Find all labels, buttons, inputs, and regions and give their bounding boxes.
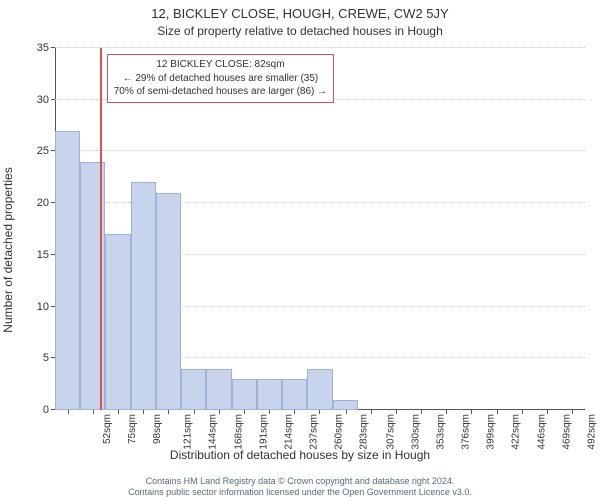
x-tick (68, 410, 69, 414)
histogram-bar (181, 369, 206, 410)
x-tick (522, 410, 523, 414)
x-tick-label: 446sqm (536, 414, 547, 450)
histogram-bar (206, 369, 231, 410)
histogram-bar (105, 234, 130, 410)
property-marker-line (100, 48, 102, 410)
x-tick-label: 98sqm (152, 414, 163, 444)
callout-line-3: 70% of semi-detached houses are larger (… (114, 85, 327, 99)
x-tick (269, 410, 270, 414)
x-axis-label: Distribution of detached houses by size … (0, 448, 600, 462)
x-tick-label: 307sqm (385, 414, 396, 450)
histogram-bar (307, 369, 332, 410)
x-tick-label: 260sqm (334, 414, 345, 450)
x-tick (421, 410, 422, 414)
histogram-bar (156, 193, 181, 410)
y-tick-label: 15 (37, 249, 55, 261)
x-tick-label: 330sqm (410, 414, 421, 450)
callout-line-2: ← 29% of detached houses are smaller (35… (114, 72, 327, 86)
x-tick-label: 121sqm (183, 414, 194, 450)
x-tick (471, 410, 472, 414)
callout-line-1: 12 BICKLEY CLOSE: 82sqm (114, 58, 327, 72)
histogram-bar (232, 379, 257, 410)
x-tick (93, 410, 94, 414)
x-tick (244, 410, 245, 414)
y-gridline (55, 47, 585, 48)
x-tick-label: 237sqm (309, 414, 320, 450)
callout-box: 12 BICKLEY CLOSE: 82sqm← 29% of detached… (107, 54, 334, 103)
x-tick-label: 353sqm (435, 414, 446, 450)
y-tick-label: 10 (37, 301, 55, 313)
x-tick (346, 410, 347, 414)
footer-attribution: Contains HM Land Registry data © Crown c… (0, 476, 600, 499)
x-tick (547, 410, 548, 414)
histogram-bar (131, 182, 156, 410)
x-tick-label: 376sqm (460, 414, 471, 450)
x-tick (371, 410, 372, 414)
x-tick (497, 410, 498, 414)
title-main: 12, BICKLEY CLOSE, HOUGH, CREWE, CW2 5JY (0, 6, 600, 21)
x-tick-label: 75sqm (127, 414, 138, 444)
x-tick-label: 399sqm (485, 414, 496, 450)
x-tick (118, 410, 119, 414)
title-sub: Size of property relative to detached ho… (0, 24, 600, 38)
x-tick-label: 422sqm (510, 414, 521, 450)
histogram-bar (257, 379, 282, 410)
x-tick-label: 492sqm (586, 414, 597, 450)
y-gridline (55, 150, 585, 151)
x-tick (396, 410, 397, 414)
y-tick-label: 20 (37, 197, 55, 209)
x-tick (143, 410, 144, 414)
y-tick-label: 35 (37, 42, 55, 54)
chart-root: 12, BICKLEY CLOSE, HOUGH, CREWE, CW2 5JY… (0, 0, 600, 500)
y-tick-label: 30 (37, 94, 55, 106)
y-tick-label: 5 (43, 352, 55, 364)
x-tick-label: 144sqm (208, 414, 219, 450)
histogram-bar (282, 379, 307, 410)
footer-line-1: Contains HM Land Registry data © Crown c… (0, 476, 600, 487)
x-tick-label: 469sqm (561, 414, 572, 450)
y-tick-label: 25 (37, 145, 55, 157)
x-tick-label: 214sqm (284, 414, 295, 450)
x-tick-label: 168sqm (234, 414, 245, 450)
x-tick (194, 410, 195, 414)
x-tick (168, 410, 169, 414)
x-tick (446, 410, 447, 414)
plot-area: 0510152025303552sqm75sqm98sqm121sqm144sq… (55, 48, 585, 410)
x-tick-label: 283sqm (359, 414, 370, 450)
x-tick (319, 410, 320, 414)
histogram-bar (333, 400, 358, 410)
x-tick (294, 410, 295, 414)
footer-line-2: Contains public sector information licen… (0, 487, 600, 498)
x-tick (219, 410, 220, 414)
x-tick-label: 191sqm (259, 414, 270, 450)
histogram-bar (55, 131, 80, 410)
x-tick-label: 52sqm (102, 414, 113, 444)
x-tick (572, 410, 573, 414)
y-tick-label: 0 (43, 404, 55, 416)
y-axis-label: Number of detached properties (1, 167, 15, 332)
